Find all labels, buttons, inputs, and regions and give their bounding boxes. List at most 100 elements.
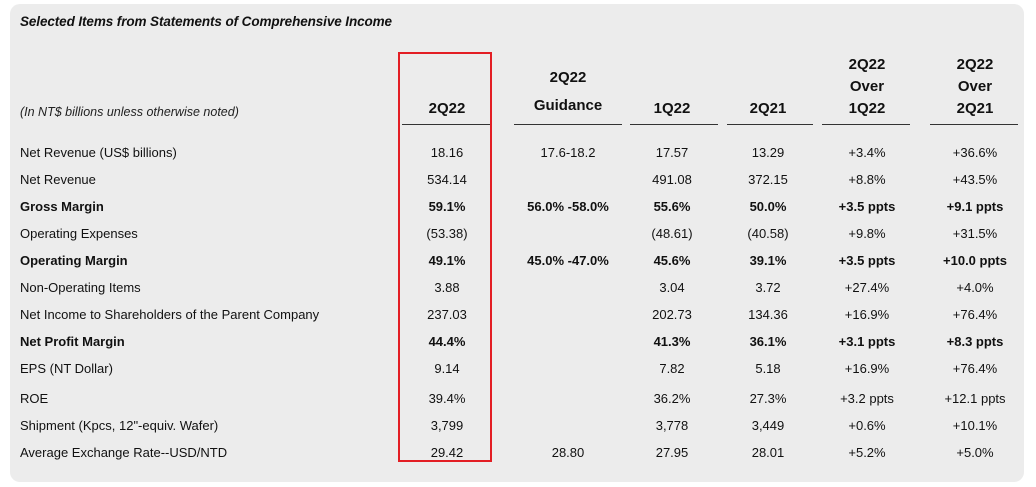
table-cell: +10.0 ppts (943, 253, 1007, 268)
table-cell: 3,799 (430, 418, 464, 433)
table-cell: +3.2 ppts (840, 391, 894, 406)
column-header-line: 2Q21 (749, 100, 787, 117)
column-header-line: Over (849, 78, 885, 95)
row-label: ROE (20, 391, 49, 406)
table-cell: 27.95 (655, 445, 689, 460)
table-cell: 3.72 (755, 280, 781, 295)
table-cell: +5.2% (848, 445, 886, 460)
header-underline (822, 124, 910, 125)
column-header-line: 2Q22 (428, 100, 466, 117)
table-cell: +27.4% (844, 280, 890, 295)
table-cell: 3.88 (434, 280, 460, 295)
column-header: 2Q22 (401, 98, 493, 120)
table-cell: +0.6% (848, 418, 886, 433)
column-header: 2Q21 (723, 98, 813, 120)
column-header-line: Guidance (533, 97, 603, 114)
table-title: Selected Items from Statements of Compre… (20, 14, 392, 29)
table-cell: 7.82 (659, 361, 685, 376)
table-card (10, 4, 1024, 482)
column-header-line: 1Q22 (653, 100, 691, 117)
column-header-line: 2Q22 (549, 69, 587, 86)
table-cell: 36.1% (749, 334, 787, 349)
table-row: Net Income to Shareholders of the Parent… (0, 302, 1036, 328)
table-cell: 9.14 (434, 361, 460, 376)
table-cell: 41.3% (653, 334, 691, 349)
row-label: Shipment (Kpcs, 12"-equiv. Wafer) (20, 418, 219, 433)
table-cell: 3,449 (751, 418, 785, 433)
table-cell: 59.1% (428, 199, 466, 214)
table-cell: 534.14 (427, 172, 467, 187)
table-cell: 5.18 (755, 361, 781, 376)
table-cell: +31.5% (952, 226, 998, 241)
table-cell: 237.03 (427, 307, 467, 322)
table-cell: 17.6-18.2 (540, 145, 596, 160)
table-row: Non-Operating Items 3.88 3.04 3.72 +27.4% +4.… (0, 275, 1036, 301)
table-cell: +36.6% (952, 145, 998, 160)
header-underline (402, 124, 490, 125)
units-note: (In NT$ billions unless otherwise noted) (20, 105, 239, 119)
table-cell: 3,778 (655, 418, 689, 433)
table-row: Operating Expenses (53.38) (48.61) (40.58) +… (0, 221, 1036, 247)
row-label: Net Income to Shareholders of the Parent… (20, 307, 320, 322)
table-cell: +4.0% (956, 280, 994, 295)
row-label: Net Profit Margin (20, 334, 125, 349)
table-cell: 50.0% (749, 199, 787, 214)
table-row: Shipment (Kpcs, 12"-equiv. Wafer) 3,799 3,… (0, 413, 1036, 439)
table-cell: +9.8% (848, 226, 886, 241)
table-row: Gross Margin 59.1% 56.0% -58.0% 55.6% 50.0% +… (0, 194, 1036, 220)
table-cell: (48.61) (651, 226, 693, 241)
header-underline (930, 124, 1018, 125)
table-cell: +43.5% (952, 172, 998, 187)
table-row: ROE 39.4% 36.2% 27.3% +3.2 ppts +12.1 ppts (0, 386, 1036, 412)
table-cell: (53.38) (426, 226, 468, 241)
table-cell: +5.0% (956, 445, 994, 460)
table-cell: +8.3 ppts (946, 334, 1004, 349)
table-cell: 39.1% (749, 253, 787, 268)
row-label: Gross Margin (20, 199, 104, 214)
column-header-line: 2Q22 (848, 56, 886, 73)
row-label: Average Exchange Rate--USD/NTD (20, 445, 228, 460)
table-cell: 13.29 (751, 145, 785, 160)
table-cell: 491.08 (652, 172, 692, 187)
table-row: Net Revenue (US$ billions) 18.16 17.6-18.2… (0, 140, 1036, 166)
table-row: Net Profit Margin 44.4% 41.3% 36.1% +3.1 ppt… (0, 329, 1036, 355)
table-cell: 36.2% (653, 391, 691, 406)
column-header-line: Over (957, 78, 993, 95)
table-row: Operating Margin 49.1% 45.0% -47.0% 45.6% 39… (0, 248, 1036, 274)
table-row: EPS (NT Dollar) 9.14 7.82 5.18 +16.9% +76.4% (0, 356, 1036, 382)
table-row: Net Revenue 534.14 491.08 372.15 +8.8% +43.5% (0, 167, 1036, 193)
table-row: Average Exchange Rate--USD/NTD 29.42 28.80… (0, 440, 1036, 466)
table-cell: +16.9% (844, 361, 890, 376)
table-cell: +76.4% (952, 361, 998, 376)
row-label: Non-Operating Items (20, 280, 141, 295)
table-cell: 202.73 (652, 307, 692, 322)
table-cell: 45.0% -47.0% (527, 253, 609, 268)
table-cell: +3.5 ppts (838, 199, 896, 214)
row-label: Operating Expenses (20, 226, 138, 241)
table-cell: 45.6% (653, 253, 691, 268)
table-cell: 18.16 (430, 145, 464, 160)
column-header: 2Q22 Over 2Q21 (925, 54, 1025, 120)
column-header: 1Q22 (627, 98, 717, 120)
table-cell: 134.36 (748, 307, 788, 322)
header-underline (514, 124, 622, 125)
table-cell: 44.4% (428, 334, 466, 349)
table-cell: 28.01 (751, 445, 785, 460)
column-header: 2Q22 Guidance (508, 64, 628, 120)
row-label: Net Revenue (US$ billions) (20, 145, 177, 160)
row-label: Operating Margin (20, 253, 128, 268)
table-cell: 39.4% (428, 391, 466, 406)
column-header-line: 2Q21 (956, 100, 994, 117)
column-header-line: 2Q22 (956, 56, 994, 73)
table-cell: 49.1% (428, 253, 466, 268)
table-cell: 27.3% (749, 391, 787, 406)
table-cell: 28.80 (551, 445, 585, 460)
table-cell: 3.04 (659, 280, 685, 295)
table-cell: +9.1 ppts (946, 199, 1004, 214)
row-label: EPS (NT Dollar) (20, 361, 113, 376)
row-label: Net Revenue (20, 172, 96, 187)
table-cell: +3.4% (848, 145, 886, 160)
table-cell: (40.58) (747, 226, 789, 241)
header-underline (630, 124, 718, 125)
table-cell: +3.1 ppts (838, 334, 896, 349)
